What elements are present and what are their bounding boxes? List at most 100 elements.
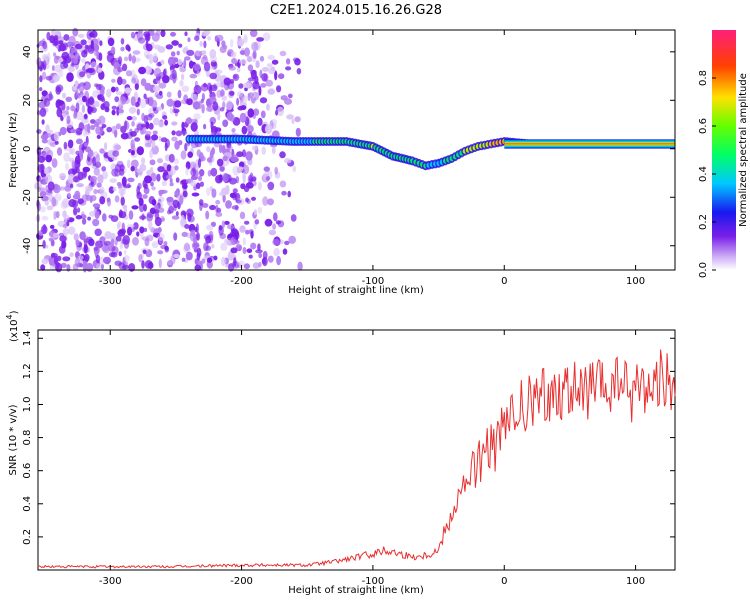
- colorbar-tick-label: 0.4: [698, 166, 709, 182]
- noise-speck: [297, 261, 303, 271]
- noise-speck: [220, 256, 226, 267]
- noise-speck: [131, 77, 137, 84]
- noise-speck: [98, 70, 105, 80]
- noise-speck: [61, 51, 70, 60]
- noise-speck: [80, 39, 87, 46]
- noise-speck: [229, 90, 235, 96]
- snr-y-ticks: 0.2 0.4 0.6 0.8 1.0 1.2 1.4: [22, 330, 675, 545]
- noise-speck: [92, 156, 97, 167]
- noise-speck: [169, 178, 173, 183]
- noise-speck: [161, 180, 168, 187]
- noise-speck: [166, 91, 172, 98]
- noise-speck: [77, 255, 84, 260]
- noise-speck: [133, 222, 139, 230]
- noise-speck: [103, 256, 111, 265]
- noise-speck: [62, 198, 70, 208]
- noise-speck: [177, 58, 183, 66]
- noise-speck: [114, 163, 121, 173]
- noise-speck: [236, 91, 243, 98]
- noise-speck: [222, 101, 226, 109]
- noise-speck: [207, 257, 213, 264]
- noise-speck: [253, 180, 257, 187]
- noise-speck: [243, 34, 248, 44]
- noise-speck: [104, 142, 108, 151]
- noise-speck: [84, 142, 88, 147]
- noise-speck: [201, 103, 205, 114]
- snr-scale-factor: (x104): [5, 310, 20, 342]
- noise-speck: [233, 232, 240, 240]
- noise-speck: [131, 120, 135, 127]
- noise-speck: [184, 142, 188, 152]
- noise-speck: [72, 85, 77, 91]
- snr-x-ticks: -300 -200 -100 0 100: [99, 330, 645, 587]
- noise-speck: [142, 249, 147, 255]
- noise-speck: [130, 31, 136, 39]
- noise-speck: [196, 232, 201, 241]
- noise-speck: [199, 41, 203, 47]
- noise-speck: [182, 190, 188, 198]
- x-tick-label: 100: [626, 276, 645, 287]
- noise-speck: [296, 68, 302, 75]
- noise-speck: [157, 166, 165, 173]
- noise-speck: [94, 228, 102, 237]
- noise-speck: [181, 73, 185, 81]
- noise-speck: [66, 115, 71, 125]
- noise-speck: [39, 191, 47, 198]
- spectrogram-y-label: Frequency (Hz): [8, 112, 19, 188]
- noise-speck: [70, 105, 76, 112]
- noise-speck: [166, 197, 175, 207]
- noise-speck: [211, 188, 217, 198]
- noise-speck: [256, 37, 264, 42]
- noise-speck: [59, 172, 67, 180]
- noise-speck: [153, 67, 162, 78]
- noise-speck: [202, 54, 208, 60]
- noise-speck: [157, 250, 164, 255]
- noise-speck: [160, 29, 166, 38]
- noise-speck: [114, 86, 119, 92]
- noise-speck: [187, 37, 191, 42]
- noise-speck: [62, 113, 67, 118]
- noise-speck: [267, 54, 276, 61]
- noise-speck: [275, 220, 281, 225]
- noise-speck: [73, 207, 78, 216]
- noise-speck: [86, 67, 95, 74]
- y-tick-label: 0.2: [22, 529, 33, 545]
- noise-speck: [109, 178, 117, 184]
- noise-speck: [236, 151, 244, 158]
- noise-speck: [78, 148, 83, 157]
- noise-speck: [218, 226, 224, 236]
- noise-speck: [206, 224, 214, 231]
- y-tick-label: 1.2: [22, 363, 33, 379]
- noise-speck: [58, 40, 64, 45]
- noise-speck: [245, 151, 253, 161]
- noise-speck: [106, 126, 112, 133]
- noise-speck: [199, 169, 205, 177]
- noise-speck: [173, 63, 180, 69]
- noise-speck: [128, 106, 137, 114]
- noise-speck: [218, 144, 223, 154]
- noise-speck: [242, 149, 246, 158]
- y-tick-label: 1.0: [22, 397, 33, 413]
- noise-speck: [39, 75, 43, 83]
- noise-speck: [81, 211, 85, 218]
- noise-speck: [75, 138, 83, 145]
- noise-speck: [63, 214, 70, 221]
- noise-speck: [230, 38, 234, 48]
- spectrogram-x-ticks: -300 -200 -100 0 100: [99, 30, 645, 287]
- noise-speck: [250, 69, 257, 75]
- noise-speck: [219, 166, 225, 172]
- noise-speck: [101, 166, 107, 172]
- noise-speck: [38, 164, 46, 174]
- noise-speck: [62, 240, 67, 249]
- noise-speck: [279, 151, 286, 159]
- noise-speck: [95, 118, 101, 126]
- noise-speck: [209, 116, 217, 125]
- noise-speck: [46, 205, 54, 211]
- noise-speck: [89, 210, 97, 217]
- y-tick-label: 20: [22, 94, 33, 107]
- noise-speck: [62, 92, 67, 99]
- noise-speck: [148, 220, 153, 231]
- noise-speck: [106, 197, 112, 207]
- noise-speck: [72, 27, 79, 37]
- noise-speck: [37, 155, 46, 163]
